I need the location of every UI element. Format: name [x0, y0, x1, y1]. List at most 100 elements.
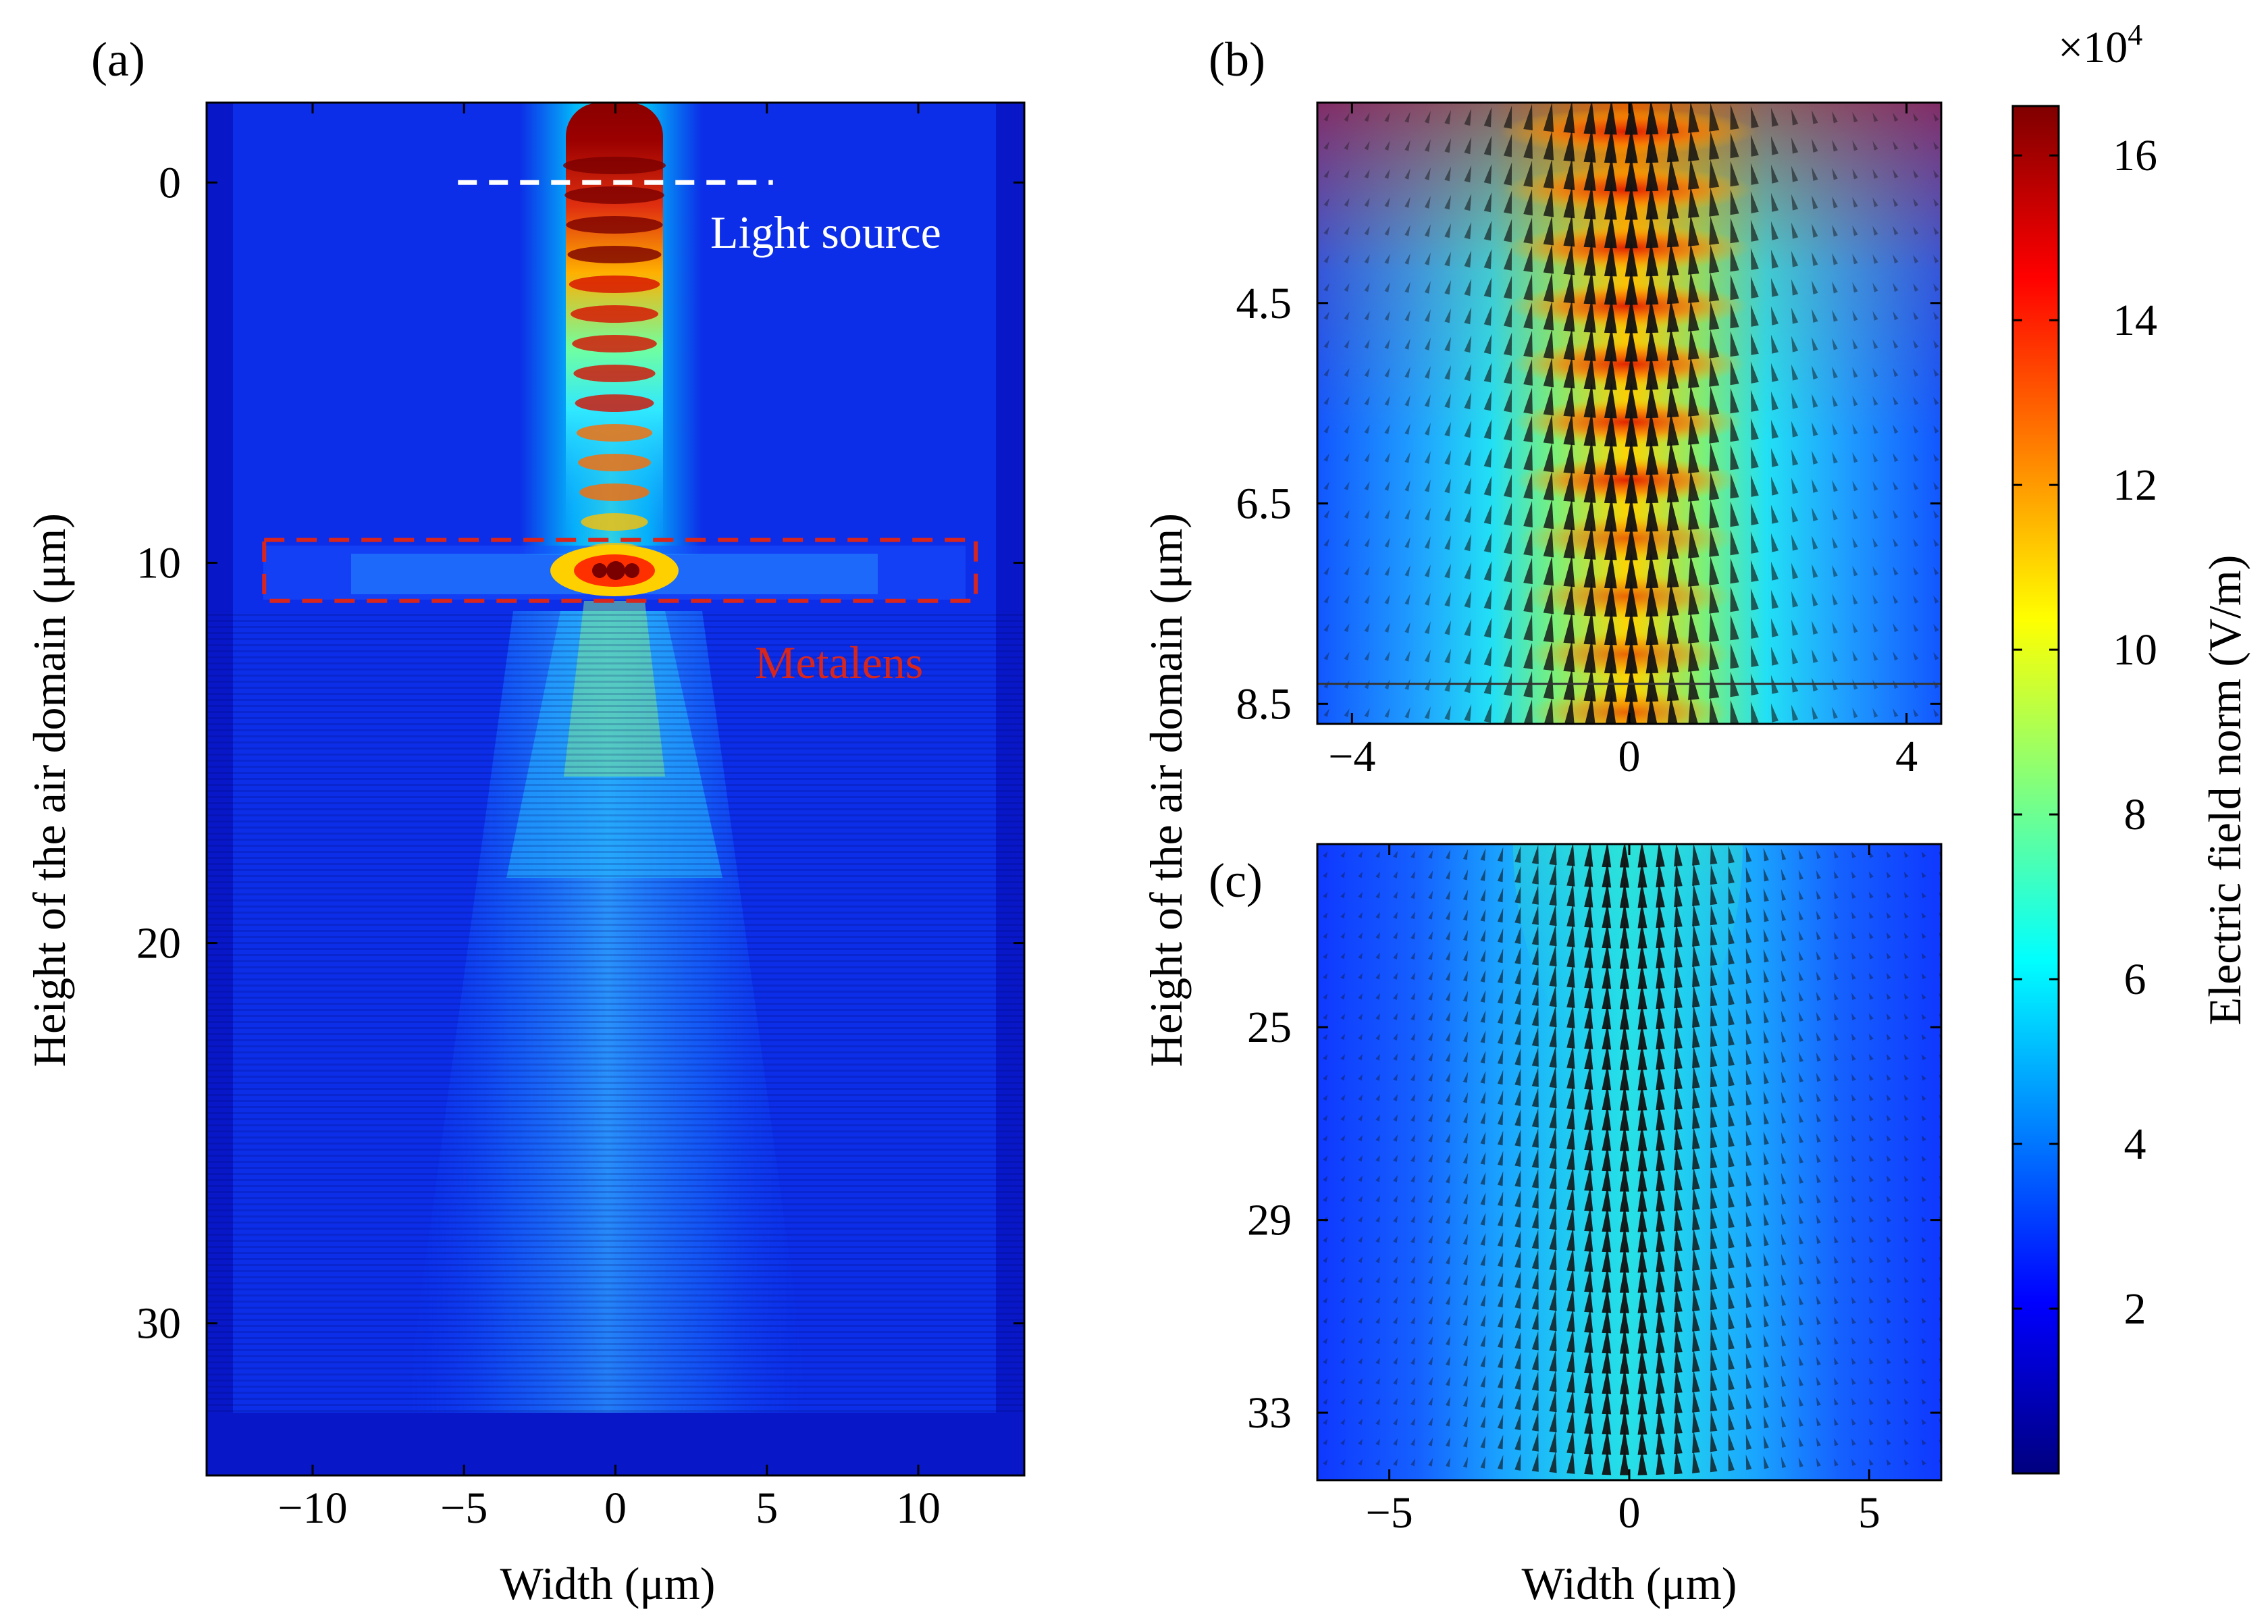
- panel-c-field-arrow: [1921, 1155, 1926, 1162]
- panel-b-field-arrow: [1913, 425, 1919, 434]
- panel-c-field-arrow: [1549, 1168, 1557, 1190]
- panel-c-field-arrow: [1728, 1311, 1735, 1330]
- panel-c-field-arrow: [1323, 1459, 1328, 1466]
- panel-c-field-arrow: [1393, 1276, 1398, 1284]
- panel-c-field-arrow: [1323, 1297, 1328, 1304]
- panel-c-field-arrow: [1602, 1205, 1612, 1232]
- panel-c-field-arrow: [1887, 891, 1891, 899]
- panel-b-field-arrow: [1812, 564, 1818, 578]
- panel-b-field-arrow: [1523, 188, 1533, 216]
- panel-c-field-arrow: [1497, 1252, 1504, 1267]
- panel-b-field-arrow: [1404, 537, 1410, 548]
- panel-c-field-arrow: [1566, 1348, 1575, 1373]
- panel-c-field-arrow: [1798, 1214, 1803, 1224]
- panel-c-field-arrow: [1549, 1127, 1557, 1149]
- panel-c-field-arrow: [1851, 1236, 1856, 1243]
- panel-b-field-arrow: [1872, 197, 1878, 207]
- panel-c-field-arrow: [1514, 1311, 1521, 1329]
- panel-b-field-arrow: [1483, 390, 1492, 411]
- panel-c-field-arrow: [1869, 952, 1874, 960]
- colorbar-tick-label: 2: [2124, 1284, 2146, 1334]
- panel-c-field-arrow: [1358, 851, 1363, 858]
- panel-c-field-arrow: [1462, 1436, 1469, 1448]
- panel-c-field-arrow: [1584, 902, 1593, 928]
- panel-c-field-arrow: [1781, 1355, 1787, 1367]
- panel-c-field-arrow: [1410, 891, 1415, 899]
- panel-b-field-arrow: [1832, 196, 1838, 209]
- panel-b-field-arrow: [1645, 128, 1659, 163]
- panel-c-field-arrow: [1375, 1398, 1380, 1405]
- panel-b-field-arrow: [1730, 274, 1739, 300]
- panel-c-field-arrow: [1728, 1352, 1735, 1370]
- panel-c-field-arrow: [1816, 951, 1821, 961]
- panel-c-field-arrow: [1323, 933, 1328, 939]
- panel-c-field-arrow: [1410, 1357, 1415, 1365]
- panel-b-field-arrow: [1563, 526, 1575, 559]
- panel-c-field-arrow: [1340, 1196, 1346, 1203]
- panel-c-field-arrow: [1619, 901, 1629, 928]
- panel-c-field-arrow: [1566, 1369, 1575, 1393]
- panel-c-field-arrow: [1887, 912, 1891, 919]
- panel-c-field-arrow: [1834, 1114, 1839, 1122]
- panel-b-field-arrow: [1666, 440, 1679, 475]
- panel-c-field-arrow: [1566, 862, 1575, 887]
- panel-c-field-arrow: [1514, 1392, 1521, 1410]
- panel-c-field-arrow: [1549, 904, 1557, 926]
- panel-b-field-arrow: [1812, 195, 1818, 209]
- panel-b-field-arrow: [1543, 244, 1554, 274]
- panel-c-field-arrow: [1323, 973, 1328, 980]
- panel-c-field-arrow: [1549, 1188, 1557, 1210]
- panel-b-field-arrow: [1364, 481, 1370, 491]
- panel-a-fringe: [567, 246, 662, 263]
- panel-c-field-arrow: [1375, 1114, 1380, 1122]
- panel-c-field-arrow: [1566, 964, 1575, 988]
- panel-c-field-arrow: [1619, 1307, 1629, 1334]
- panel-c-field-arrow: [1358, 912, 1363, 919]
- panel-c-field-arrow: [1781, 929, 1787, 941]
- panel-c-field-arrow: [1798, 1194, 1803, 1204]
- panel-c-field-arrow: [1602, 1165, 1612, 1192]
- panel-c-field-arrow: [1637, 1388, 1647, 1415]
- panel-b-field-arrow: [1770, 590, 1778, 609]
- panel-c-field-arrow: [1531, 1108, 1539, 1128]
- panel-b-field-arrow: [1709, 358, 1720, 387]
- panel-b-field-arrow: [1503, 389, 1512, 413]
- panel-c-field-arrow: [1887, 1155, 1891, 1162]
- panel-c-field-arrow: [1728, 1372, 1735, 1390]
- panel-c-field-arrow: [1428, 1316, 1433, 1325]
- panel-c-field-arrow: [1584, 1084, 1593, 1110]
- panel-c-field-arrow: [1745, 1170, 1752, 1186]
- panel-c-field-arrow: [1410, 1012, 1415, 1021]
- panel-b-field-arrow: [1646, 695, 1658, 724]
- panel-c-field-arrow: [1462, 1294, 1469, 1306]
- panel-c-field-arrow: [1375, 1418, 1380, 1425]
- panel-c-field-arrow: [1428, 992, 1433, 1001]
- panel-b-field-arrow: [1444, 563, 1451, 579]
- panel-b-field-arrow: [1688, 103, 1699, 133]
- panel-c-field-arrow: [1887, 972, 1891, 980]
- panel-c-field-arrow: [1887, 1317, 1891, 1324]
- panel-b-field-arrow: [1543, 414, 1554, 444]
- panel-c-field-arrow: [1656, 1186, 1665, 1212]
- panel-b-field-arrow: [1384, 651, 1390, 661]
- panel-c-field-arrow: [1869, 1053, 1874, 1061]
- panel-c-field-arrow: [1781, 1334, 1787, 1346]
- panel-c-field-arrow: [1480, 1395, 1486, 1408]
- panel-c-field-arrow: [1462, 950, 1469, 962]
- panel-c-field-arrow: [1637, 844, 1647, 868]
- panel-b-field-arrow: [1523, 387, 1533, 415]
- panel-c-field-arrow: [1393, 1074, 1398, 1081]
- panel-c-field-arrow: [1602, 1347, 1612, 1374]
- panel-c-field-arrow: [1869, 932, 1874, 939]
- panel-c-field-arrow: [1375, 912, 1380, 919]
- panel-b-field-arrow: [1913, 453, 1919, 462]
- panel-b-field-arrow: [1709, 330, 1720, 359]
- panel-c-field-arrow: [1549, 864, 1557, 886]
- panel-c-field-arrow: [1566, 1227, 1575, 1251]
- panel-c-field-arrow: [1728, 947, 1735, 965]
- panel-c-field-arrow: [1446, 1295, 1451, 1305]
- panel-b-field-arrow: [1424, 196, 1431, 209]
- panel-c-field-arrow: [1887, 1033, 1891, 1041]
- panel-c-field-arrow: [1745, 947, 1752, 964]
- panel-b-field-arrow: [1750, 531, 1759, 554]
